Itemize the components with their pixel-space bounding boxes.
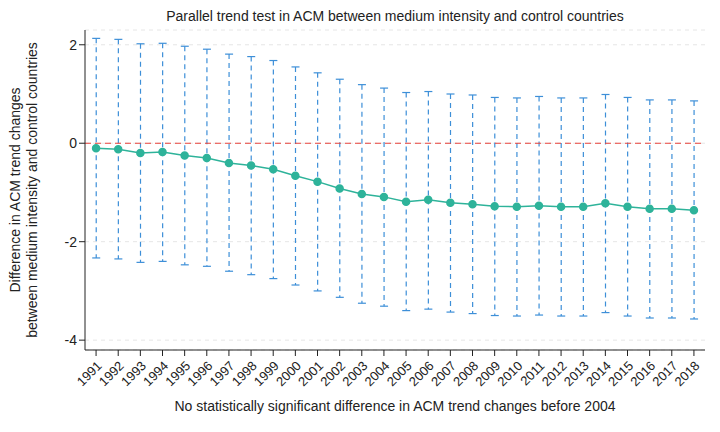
svg-text:1993: 1993 — [117, 358, 149, 390]
svg-text:-2: -2 — [65, 234, 78, 250]
svg-text:2004: 2004 — [361, 358, 393, 390]
svg-text:2002: 2002 — [317, 358, 349, 390]
svg-text:2017: 2017 — [649, 358, 681, 390]
svg-text:-4: -4 — [65, 332, 78, 348]
svg-text:2018: 2018 — [672, 358, 703, 389]
svg-text:1997: 1997 — [206, 358, 238, 390]
svg-text:2000: 2000 — [272, 358, 304, 390]
svg-text:2001: 2001 — [295, 358, 327, 390]
svg-text:2: 2 — [69, 37, 77, 53]
html-text:Parallel trend test in ACM bet: Parallel trend test in ACM between mediu… — [166, 8, 624, 24]
svg-text:1996: 1996 — [184, 358, 216, 390]
html-text:No statistically significant d: No statistically significant difference … — [174, 398, 616, 414]
svg-text:0: 0 — [69, 135, 77, 151]
svg-text:2010: 2010 — [494, 358, 526, 390]
svg-text:2006: 2006 — [405, 358, 437, 390]
svg-text:1991: 1991 — [73, 358, 105, 390]
svg-text:1999: 1999 — [250, 358, 282, 390]
svg-text:1992: 1992 — [95, 358, 127, 390]
svg-text:1998: 1998 — [228, 358, 260, 390]
svg-text:2009: 2009 — [472, 358, 504, 390]
svg-text:2013: 2013 — [560, 358, 592, 390]
svg-text:1994: 1994 — [140, 358, 172, 390]
svg-text:2014: 2014 — [582, 358, 614, 390]
svg-text:2016: 2016 — [627, 358, 659, 390]
svg-text:2003: 2003 — [339, 358, 371, 390]
svg-text:2007: 2007 — [427, 358, 459, 390]
svg-text:2008: 2008 — [450, 358, 482, 390]
svg-text:2012: 2012 — [538, 358, 570, 390]
svg-text:Difference in ACM trend change: Difference in ACM trend changesbetween m… — [8, 42, 40, 338]
svg-text:1995: 1995 — [162, 358, 194, 390]
svg-text:2015: 2015 — [605, 358, 637, 390]
svg-text:2005: 2005 — [383, 358, 415, 390]
svg-text:2011: 2011 — [517, 358, 548, 389]
